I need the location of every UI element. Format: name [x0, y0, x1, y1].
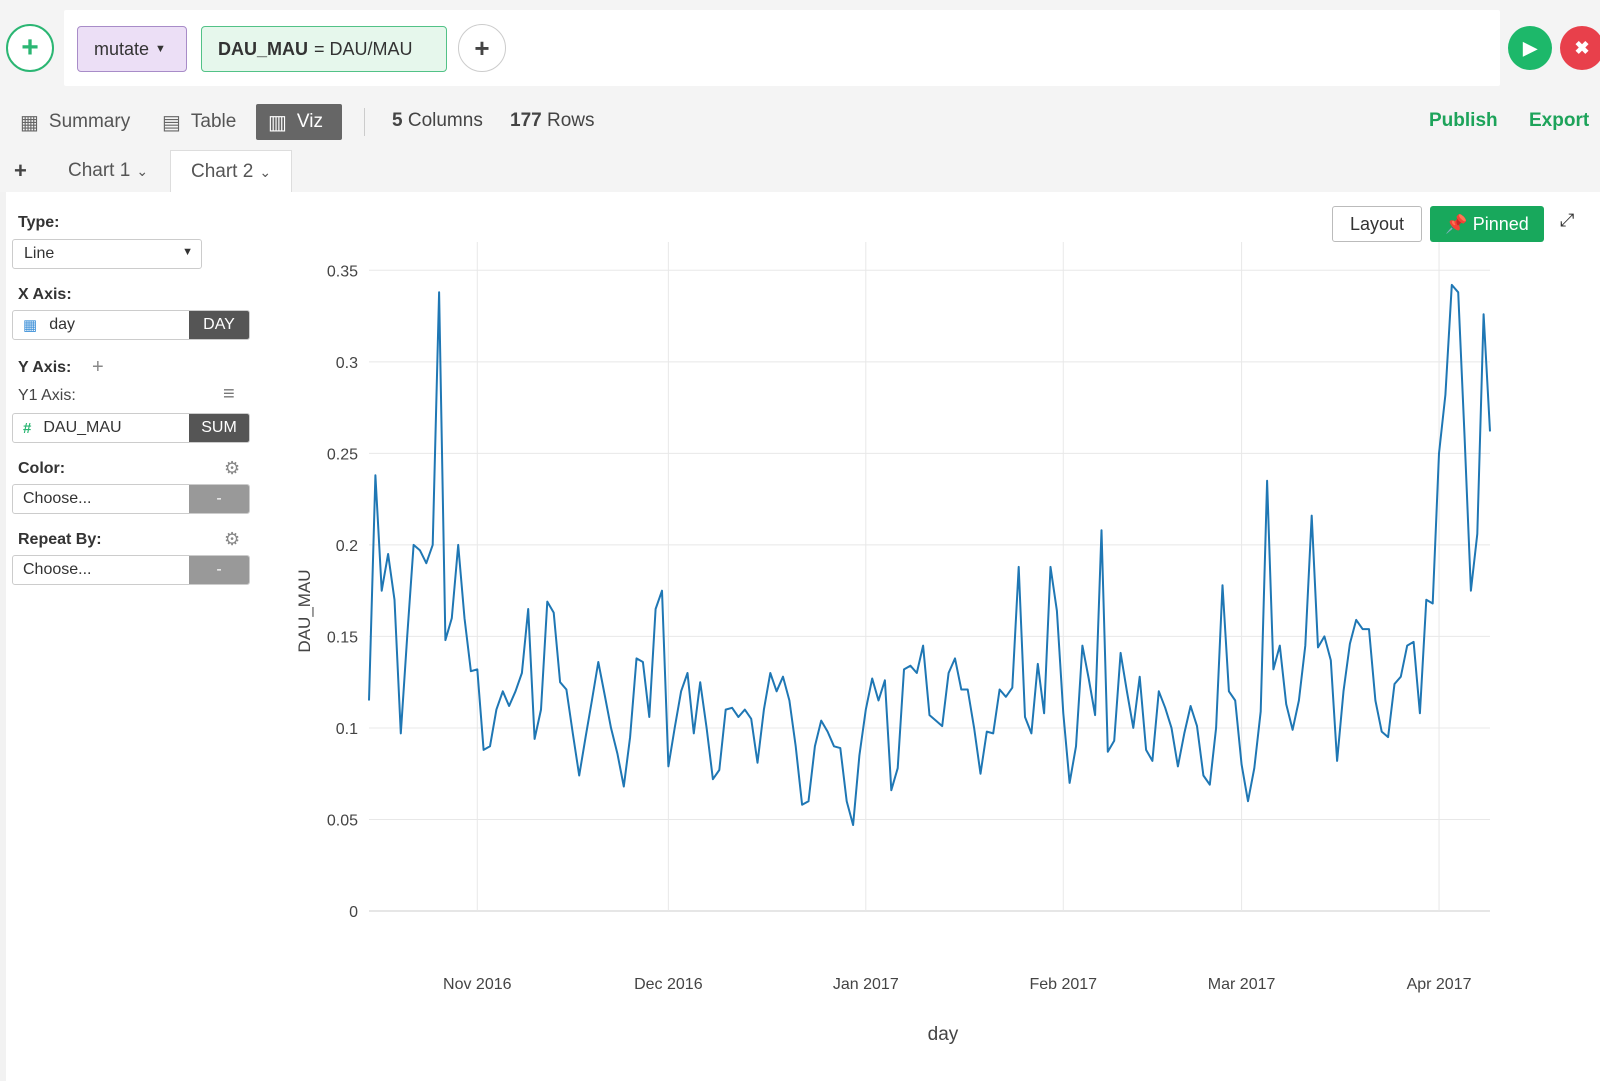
y-tick-label: 0.1: [336, 721, 358, 738]
column-count: 5 Columns: [392, 110, 483, 132]
x-tick-labels: Nov 2016 Dec 2016 Jan 2017 Feb 2017 Mar 2017…: [443, 976, 1472, 993]
x-tick-label: Feb 2017: [1029, 976, 1097, 993]
color-label: Color:: [18, 460, 66, 477]
x-tick-label: Nov 2016: [443, 976, 512, 993]
play-icon: ▶: [1523, 37, 1537, 58]
y-tick-label: 0.3: [336, 355, 358, 372]
export-link[interactable]: Export: [1529, 110, 1590, 131]
x-tick-label: Mar 2017: [1208, 976, 1276, 993]
x-axis-title: day: [928, 1024, 959, 1045]
tab-chart-2[interactable]: Chart 2 ⌄: [170, 150, 293, 193]
expression-token[interactable]: DAU_MAU = DAU/MAU: [201, 26, 447, 72]
expand-icon[interactable]: ⤢: [1560, 210, 1575, 230]
x-tick-label: Apr 2017: [1407, 976, 1472, 993]
caret-down-icon: ▼: [155, 43, 166, 55]
layout-button[interactable]: Layout: [1332, 206, 1422, 242]
chart-type-select[interactable]: Line ▼: [12, 239, 202, 269]
column-count-value: 5: [392, 110, 403, 131]
repeat-by-value: Choose...: [23, 561, 92, 578]
menu-icon[interactable]: ≡: [223, 383, 235, 405]
caret-down-icon: ▼: [182, 246, 193, 258]
tab-table-label: Table: [190, 111, 237, 132]
command-token[interactable]: mutate ▼: [77, 26, 187, 72]
table-icon: ▤: [162, 111, 181, 134]
run-button[interactable]: ▶: [1508, 26, 1552, 70]
y-axis-column: DAU_MAU: [43, 419, 122, 436]
bar-chart-icon: ▥: [268, 111, 287, 134]
tab-chart-1[interactable]: Chart 1 ⌄: [48, 150, 168, 192]
chevron-down-icon: ⌄: [259, 163, 272, 180]
tab-chart-1-label: Chart 1: [68, 160, 131, 181]
color-function-button[interactable]: -: [189, 485, 249, 513]
viz-panel: Type: Line ▼ X Axis: ▦ day DAY Y Axis: + Y…: [6, 192, 1600, 1081]
add-argument-button[interactable]: +: [458, 24, 506, 72]
tab-summary-label: Summary: [48, 111, 131, 132]
chart-type-value: Line: [24, 245, 55, 262]
tab-viz-label: Viz: [296, 111, 323, 132]
y-tick-label: 0.35: [327, 263, 358, 280]
x-tick-label: Jan 2017: [833, 976, 899, 993]
y-tick-label: 0.2: [336, 538, 358, 555]
gear-icon[interactable]: ⚙: [224, 529, 241, 549]
chevron-down-icon: ⌄: [136, 162, 149, 179]
x-axis-label: X Axis:: [18, 286, 72, 303]
repeat-by-label: Repeat By:: [18, 531, 102, 548]
repeat-by-field[interactable]: Choose... -: [12, 555, 250, 585]
add-chart-icon[interactable]: +: [14, 158, 27, 183]
chart-grid: [369, 242, 1490, 912]
x-axis-field[interactable]: ▦ day DAY: [12, 310, 250, 340]
x-axis-function-button[interactable]: DAY: [189, 311, 249, 339]
color-value: Choose...: [23, 490, 92, 507]
pipeline-bar: + mutate ▼ DAU_MAU = DAU/MAU + ▶ ✖: [0, 0, 1600, 96]
row-count: 177 Rows: [510, 110, 595, 132]
add-y-axis-icon[interactable]: +: [92, 356, 104, 378]
repeat-by-function-button[interactable]: -: [189, 556, 249, 584]
y-tick-labels: 0 0.05 0.1 0.15 0.2 0.25 0.3 0.35: [327, 263, 358, 921]
line-chart: 0 0.05 0.1 0.15 0.2 0.25 0.3 0.35 Nov 2016 Dec 2…: [295, 242, 1491, 1045]
gear-icon[interactable]: ⚙: [224, 458, 241, 478]
pin-icon: 📌: [1445, 214, 1468, 234]
y-axis-function-button[interactable]: SUM: [189, 414, 249, 442]
close-icon: ✖: [1574, 37, 1590, 58]
y-tick-label: 0: [349, 904, 358, 921]
series-line: [368, 283, 1491, 826]
cancel-button[interactable]: ✖: [1560, 26, 1600, 70]
pinned-button[interactable]: 📌 Pinned: [1430, 206, 1544, 242]
command-label: mutate: [94, 38, 150, 59]
x-axis-column: day: [49, 316, 75, 333]
summary-grid-icon: ▦: [20, 111, 39, 134]
view-bar: ▦ Summary ▤ Table ▥ Viz 5 Columns 177 Rows …: [0, 96, 1600, 148]
tab-summary[interactable]: ▦ Summary: [20, 104, 130, 140]
expression-name: DAU_MAU: [218, 38, 308, 59]
tab-chart-2-label: Chart 2: [191, 161, 254, 182]
y-axis-title: DAU_MAU: [295, 569, 314, 652]
chart-tab-bar: + Chart 1 ⌄ Chart 2 ⌄: [0, 148, 1600, 193]
column-count-label: Columns: [407, 110, 483, 131]
y1-axis-label: Y1 Axis:: [18, 387, 76, 404]
hash-icon: #: [23, 419, 32, 437]
color-field[interactable]: Choose... -: [12, 484, 250, 514]
tab-viz[interactable]: ▥ Viz: [256, 104, 342, 140]
row-count-value: 177: [510, 110, 542, 131]
plus-icon: +: [21, 31, 39, 64]
publish-link[interactable]: Publish: [1429, 110, 1498, 131]
y-axis-label: Y Axis:: [18, 359, 72, 376]
pinned-label: Pinned: [1472, 214, 1529, 234]
y-axis-field[interactable]: # DAU_MAU SUM: [12, 413, 250, 443]
x-tick-label: Dec 2016: [634, 976, 703, 993]
add-step-button[interactable]: +: [6, 24, 54, 72]
divider: [364, 108, 365, 136]
plus-icon: +: [474, 32, 490, 63]
expression-body: = DAU/MAU: [314, 38, 413, 59]
calendar-icon: ▦: [23, 317, 38, 334]
type-label: Type:: [18, 214, 60, 231]
row-count-label: Rows: [546, 110, 595, 131]
y-tick-label: 0.15: [327, 629, 358, 646]
tab-table[interactable]: ▤ Table: [162, 104, 236, 140]
y-tick-label: 0.25: [327, 446, 358, 463]
y-tick-label: 0.05: [327, 812, 358, 829]
